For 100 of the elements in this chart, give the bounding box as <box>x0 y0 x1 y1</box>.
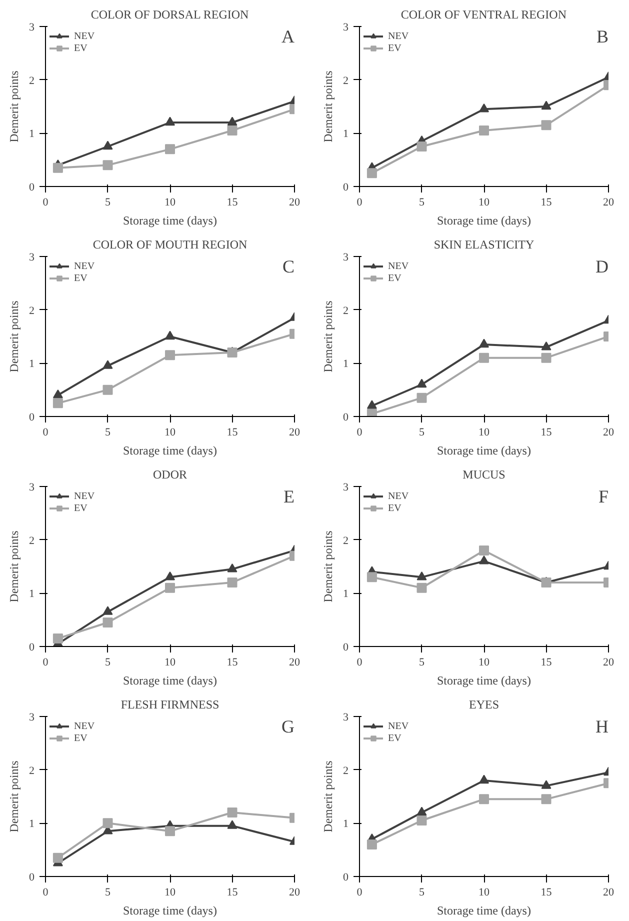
legend-label: NEV <box>388 720 409 732</box>
y-tick-label: 1 <box>343 128 348 140</box>
y-tick-label: 2 <box>343 304 348 317</box>
y-tick-label: 0 <box>29 872 35 884</box>
x-axis-title: Storage time (days) <box>123 904 217 918</box>
x-axis-title: Storage time (days) <box>437 904 531 918</box>
annotation: B <box>596 26 609 46</box>
x-tick-label: 15 <box>226 656 238 668</box>
y-axis-title: Demerit points <box>7 760 21 832</box>
y-tick-label: 0 <box>29 412 35 424</box>
x-tick-label: 5 <box>419 886 425 898</box>
legend-label: NEV <box>74 490 95 502</box>
x-tick-label: 5 <box>105 886 111 898</box>
y-tick-label: 0 <box>343 412 349 424</box>
x-tick-label: 20 <box>603 426 614 438</box>
legend-label: NEV <box>74 30 95 42</box>
x-tick-label: 0 <box>42 426 49 438</box>
y-tick-label: 3 <box>29 252 35 264</box>
chart-title: EYES <box>469 698 499 712</box>
x-tick-label: 5 <box>419 426 425 438</box>
x-tick-label: 5 <box>105 196 111 208</box>
y-tick-label: 1 <box>29 818 34 830</box>
y-tick-label: 1 <box>343 818 348 830</box>
x-tick-label: 20 <box>289 886 300 898</box>
x-tick-label: 10 <box>164 196 176 208</box>
legend-label: NEV <box>74 260 95 272</box>
legend-label: EV <box>74 272 88 284</box>
x-tick-label: 10 <box>164 426 176 438</box>
y-tick-label: 0 <box>29 182 35 194</box>
chart-title: ODOR <box>153 468 188 482</box>
x-tick-label: 10 <box>478 886 490 898</box>
x-tick-label: 10 <box>478 196 490 208</box>
y-tick-label: 2 <box>343 764 348 777</box>
legend-label: EV <box>388 732 402 744</box>
y-axis-title: Demerit points <box>321 70 335 142</box>
x-axis-title: Storage time (days) <box>123 444 217 458</box>
legend-label: NEV <box>388 260 409 272</box>
annotation: G <box>282 716 294 736</box>
annotation: E <box>284 486 295 506</box>
x-tick-label: 10 <box>164 886 176 898</box>
chart-title: FLESH FIRMNESS <box>120 698 220 712</box>
x-tick-label: 20 <box>603 656 614 668</box>
x-tick-label: 15 <box>540 886 552 898</box>
legend-label: EV <box>74 42 88 54</box>
x-tick-label: 15 <box>540 196 552 208</box>
x-tick-label: 15 <box>226 426 238 438</box>
legend-label: EV <box>388 42 402 54</box>
x-tick-label: 5 <box>105 656 111 668</box>
y-tick-label: 3 <box>343 22 349 34</box>
legend-label: EV <box>74 732 88 744</box>
x-tick-label: 5 <box>105 426 111 438</box>
y-tick-label: 3 <box>29 712 35 724</box>
y-tick-label: 1 <box>343 588 348 600</box>
y-tick-label: 0 <box>343 182 349 194</box>
y-axis-title: Demerit points <box>7 70 21 142</box>
x-tick-label: 20 <box>289 196 300 208</box>
annotation: F <box>598 486 609 506</box>
y-tick-label: 3 <box>343 712 349 724</box>
legend-label: EV <box>388 502 402 514</box>
x-tick-label: 20 <box>603 886 614 898</box>
y-tick-label: 3 <box>29 482 35 494</box>
y-tick-label: 1 <box>29 358 34 370</box>
y-tick-label: 2 <box>29 74 34 87</box>
x-tick-label: 0 <box>356 886 363 898</box>
x-tick-label: 5 <box>419 656 425 668</box>
x-tick-label: 15 <box>540 426 552 438</box>
legend-label: NEV <box>388 30 409 42</box>
x-tick-label: 0 <box>42 886 49 898</box>
y-axis-title: Demerit points <box>321 760 335 832</box>
y-axis-title: Demerit points <box>7 530 21 602</box>
x-tick-label: 15 <box>540 656 552 668</box>
x-axis-title: Storage time (days) <box>437 214 531 228</box>
chart-title: COLOR OF MOUTH REGION <box>92 238 248 252</box>
y-tick-label: 2 <box>343 74 348 87</box>
legend-label: NEV <box>388 490 409 502</box>
x-tick-label: 15 <box>226 886 238 898</box>
x-axis-title: Storage time (days) <box>123 214 217 228</box>
x-tick-label: 20 <box>603 196 614 208</box>
y-tick-label: 0 <box>343 872 349 884</box>
y-axis-title: Demerit points <box>321 530 335 602</box>
chart-title: COLOR OF DORSAL REGION <box>90 8 250 22</box>
y-tick-label: 1 <box>343 358 348 370</box>
x-axis-title: Storage time (days) <box>437 674 531 688</box>
y-tick-label: 2 <box>29 764 34 777</box>
legend-label: EV <box>74 502 88 514</box>
chart-title: MUCUS <box>462 468 506 482</box>
x-tick-label: 10 <box>164 656 176 668</box>
x-axis-title: Storage time (days) <box>437 444 531 458</box>
x-tick-label: 20 <box>289 426 300 438</box>
x-tick-label: 15 <box>226 196 238 208</box>
y-tick-label: 3 <box>29 22 35 34</box>
y-axis-title: Demerit points <box>7 300 21 372</box>
y-tick-label: 3 <box>343 482 349 494</box>
annotation: H <box>596 716 608 736</box>
x-tick-label: 0 <box>356 426 363 438</box>
legend-label: EV <box>388 272 402 284</box>
legend-label: NEV <box>74 720 95 732</box>
y-axis-title: Demerit points <box>321 300 335 372</box>
y-tick-label: 1 <box>29 588 34 600</box>
x-tick-label: 20 <box>289 656 300 668</box>
